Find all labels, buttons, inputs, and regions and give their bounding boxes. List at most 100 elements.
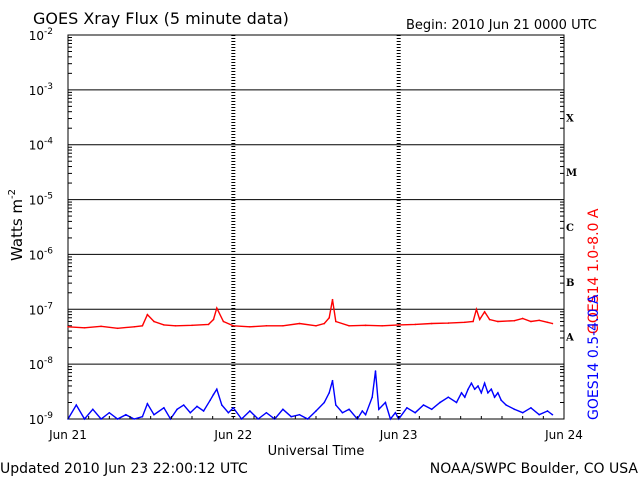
- legend-short-channel: GOES14 0.5-4.0 A: [586, 294, 602, 420]
- data-point: [493, 396, 496, 398]
- data-point: [323, 401, 326, 404]
- data-point: [447, 322, 450, 324]
- data-point: [546, 321, 549, 324]
- data-point: [265, 411, 268, 414]
- data-point: [414, 411, 417, 414]
- flare-class-label: X: [566, 113, 574, 124]
- series-short-channel-line: [67, 370, 553, 421]
- data-point: [447, 396, 450, 398]
- data-point: [348, 408, 350, 411]
- data-point: [364, 324, 367, 327]
- data-point: [513, 408, 516, 411]
- data-point: [249, 325, 251, 328]
- data-point: [414, 323, 417, 326]
- data-point: [497, 320, 499, 323]
- data-point: [298, 322, 301, 325]
- data-point: [530, 320, 532, 323]
- data-point: [497, 392, 499, 394]
- x-axis-title: Universal Time: [268, 444, 365, 459]
- data-point: [521, 411, 524, 414]
- data-point: [378, 408, 380, 411]
- y-tick-label: 10-6: [29, 246, 54, 262]
- data-point: [83, 418, 86, 420]
- data-point: [464, 321, 466, 324]
- legend-short-channel-label: GOES14 0.5-4.0 A: [586, 294, 602, 420]
- data-point: [232, 407, 235, 409]
- begin-time-label: Begin: 2010 Jun 21 0000 UTC: [406, 18, 597, 33]
- plot-frame: [67, 34, 565, 420]
- data-point: [92, 408, 94, 411]
- data-point: [174, 324, 177, 327]
- data-point: [439, 401, 441, 404]
- data-point: [530, 407, 532, 409]
- data-point: [189, 411, 192, 414]
- chart-title: GOES Xray Flux (5 minute data): [33, 9, 289, 28]
- data-point: [538, 413, 540, 416]
- y-tick-label: 10-4: [29, 137, 54, 153]
- data-point: [397, 324, 400, 326]
- y-tick-label: 10-5: [29, 192, 53, 208]
- data-point: [220, 404, 223, 406]
- data-point: [478, 318, 481, 321]
- y-axis-title-exponent: -2: [7, 189, 18, 199]
- data-point: [430, 408, 433, 411]
- data-point: [163, 324, 165, 326]
- legend-long-channel: GOES14 1.0-8.0 A: [586, 208, 602, 334]
- data-point: [227, 411, 230, 414]
- data-point: [306, 418, 309, 420]
- data-point: [406, 407, 408, 409]
- data-point: [470, 382, 473, 384]
- data-point: [222, 320, 225, 323]
- data-point: [464, 396, 466, 398]
- data-point: [282, 408, 284, 411]
- data-point: [240, 418, 243, 420]
- data-point: [153, 413, 155, 416]
- data-point: [483, 310, 486, 313]
- data-point: [207, 323, 210, 326]
- credit-label: NOAA/SWPC Boulder, CO USA: [430, 461, 639, 477]
- data-point: [348, 324, 350, 327]
- data-point: [209, 399, 211, 402]
- data-point: [455, 401, 458, 404]
- data-point: [216, 307, 218, 309]
- updated-timestamp: Updated 2010 Jun 23 22:00:12 UTC: [0, 461, 248, 477]
- data-point: [125, 413, 127, 416]
- data-point: [212, 318, 215, 321]
- data-point: [331, 379, 334, 382]
- data-point: [290, 415, 293, 418]
- data-point: [257, 418, 259, 420]
- x-tick-label: Jun 24: [544, 428, 583, 442]
- data-point: [551, 322, 554, 325]
- x-tick-label: Jun 21: [48, 428, 87, 442]
- y-axis-ticks: 10-9 10-8 10-7 10-6 10-5 10-4 10-3 10-2: [29, 27, 564, 427]
- data-point: [473, 388, 476, 390]
- data-point: [176, 408, 178, 411]
- data-point: [331, 298, 334, 301]
- data-point: [232, 324, 235, 327]
- legend-long-channel-label: GOES14 1.0-8.0 A: [586, 208, 602, 334]
- data-point: [108, 411, 111, 414]
- x-tick-label: Jun 22: [213, 428, 252, 442]
- data-point: [374, 370, 377, 372]
- data-point: [191, 324, 193, 327]
- series-layer: [67, 298, 554, 421]
- y-tick-label: 10-2: [29, 27, 53, 43]
- data-point: [546, 410, 549, 412]
- data-point: [361, 410, 364, 412]
- y-tick-label: 10-7: [29, 301, 53, 317]
- data-point: [265, 324, 268, 327]
- grid-layer: [68, 35, 564, 419]
- data-point: [163, 407, 165, 409]
- data-point: [196, 405, 198, 408]
- data-point: [538, 319, 540, 322]
- data-point: [323, 322, 326, 325]
- data-point: [328, 316, 331, 319]
- data-point: [146, 313, 149, 316]
- data-point: [487, 392, 489, 394]
- data-point: [298, 413, 301, 416]
- data-point: [480, 392, 483, 394]
- data-point: [335, 320, 337, 323]
- data-point: [212, 393, 215, 396]
